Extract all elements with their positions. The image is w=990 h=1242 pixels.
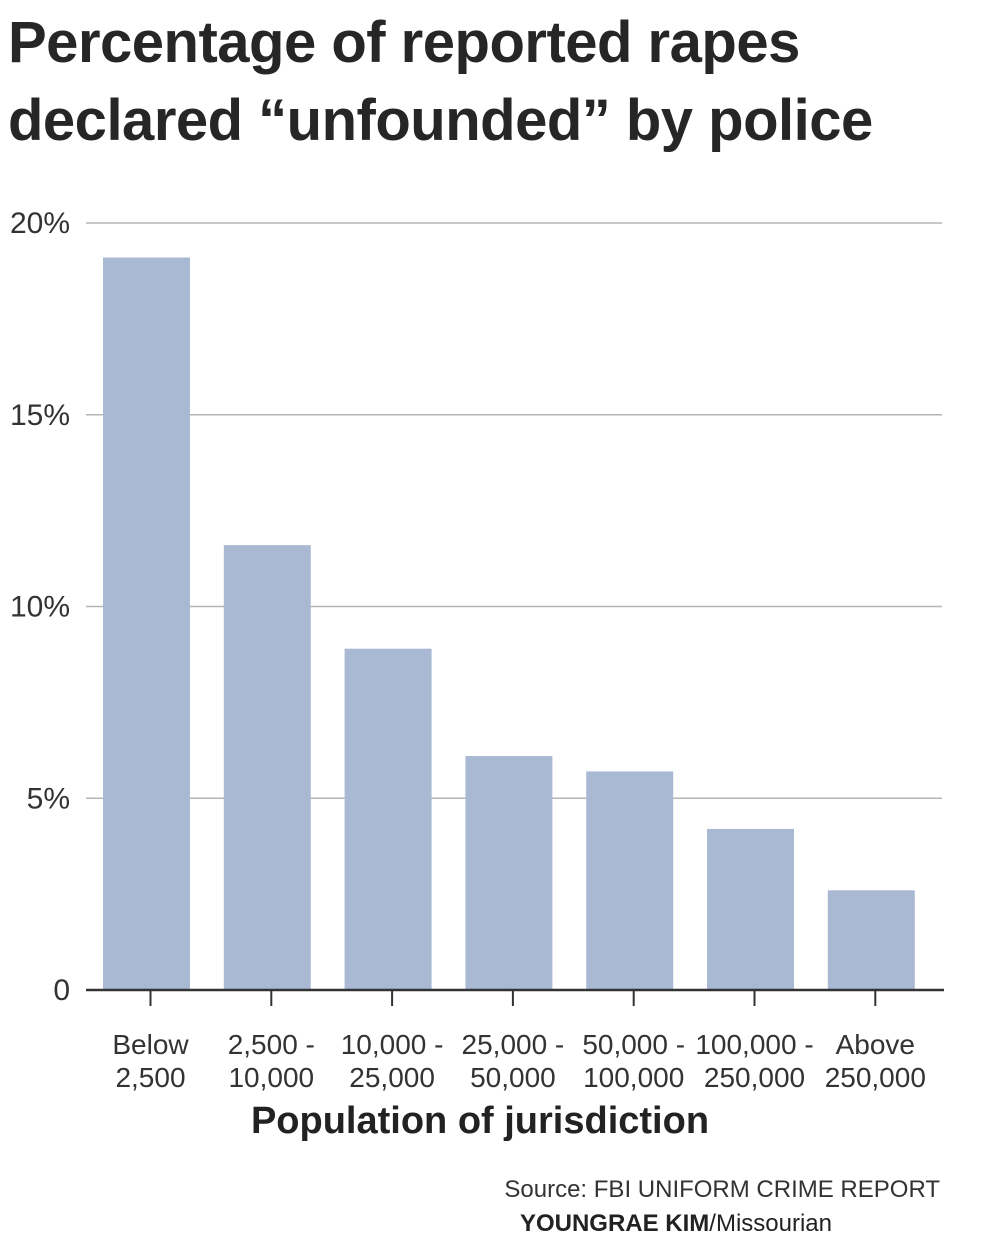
y-tick-label: 0 bbox=[53, 974, 70, 1007]
x-tick-label: 10,000 -25,000 bbox=[341, 1029, 444, 1093]
x-tick-label: Above 250,000 bbox=[825, 1029, 926, 1093]
x-tick-label-line: 10,000 bbox=[228, 1062, 314, 1093]
x-axis-title-text: Population of jurisdiction bbox=[250, 1100, 710, 1142]
x-tick-label: 50,000 -100,000 bbox=[582, 1029, 685, 1093]
y-tick-label: 20% bbox=[10, 207, 70, 240]
bar bbox=[223, 545, 311, 990]
x-tick-label-line: 50,000 bbox=[470, 1062, 556, 1093]
y-tick-label: 15% bbox=[10, 399, 70, 432]
x-tick-label-line: 100,000 bbox=[583, 1062, 684, 1093]
bar bbox=[586, 771, 674, 990]
x-tick-label-line: Above bbox=[836, 1029, 915, 1060]
y-tick-label: 5% bbox=[27, 782, 70, 815]
x-tick-label: 2,500 -10,000 bbox=[228, 1029, 315, 1093]
chart-title: Percentage of reported rapes declared “u… bbox=[8, 4, 978, 160]
x-tick-label-line: 250,000 bbox=[825, 1062, 926, 1093]
x-tick-label-line: 2,500 bbox=[115, 1062, 185, 1093]
x-tick-label-line: 100,000 - bbox=[695, 1029, 813, 1060]
bar bbox=[344, 648, 432, 990]
bar bbox=[465, 756, 553, 990]
x-axis bbox=[86, 988, 944, 1006]
bars bbox=[103, 257, 915, 990]
x-tick-label-line: 10,000 - bbox=[341, 1029, 444, 1060]
bar bbox=[827, 890, 915, 990]
x-tick-label: Below 2,500 bbox=[112, 1029, 189, 1093]
x-tick-label-line: 50,000 - bbox=[582, 1029, 685, 1060]
x-tick-label-line: 2,500 - bbox=[228, 1029, 315, 1060]
x-tick-label: 100,000 -250,000 bbox=[695, 1029, 813, 1093]
x-tick-label-line: 25,000 bbox=[349, 1062, 435, 1093]
x-tick-label-line: Below bbox=[112, 1029, 189, 1060]
chart-title-line-1: Percentage of reported rapes bbox=[8, 10, 800, 75]
x-tick-label: 25,000 -50,000 bbox=[462, 1029, 565, 1093]
credit-name: YOUNGRAE KIM bbox=[519, 1210, 710, 1237]
source-note: Source: FBI UNIFORM CRIME REPORT bbox=[504, 1176, 940, 1203]
gridlines bbox=[86, 222, 942, 799]
chart-title-line-2: declared “unfounded” by police bbox=[8, 88, 873, 153]
bar bbox=[103, 257, 190, 990]
y-tick-label: 10% bbox=[10, 591, 70, 624]
bar bbox=[707, 828, 794, 990]
x-tick-label-line: 250,000 bbox=[704, 1062, 805, 1093]
x-tick-label-line: 25,000 - bbox=[462, 1029, 565, 1060]
x-axis-title: Population of jurisdiction bbox=[0, 1100, 990, 1143]
credit-line: YOUNGRAE KIM/Missourian bbox=[520, 1210, 832, 1238]
credit-org: /Missourian bbox=[709, 1210, 832, 1237]
y-tick-labels: 0 5% 10% 15% 20% bbox=[10, 207, 70, 1007]
